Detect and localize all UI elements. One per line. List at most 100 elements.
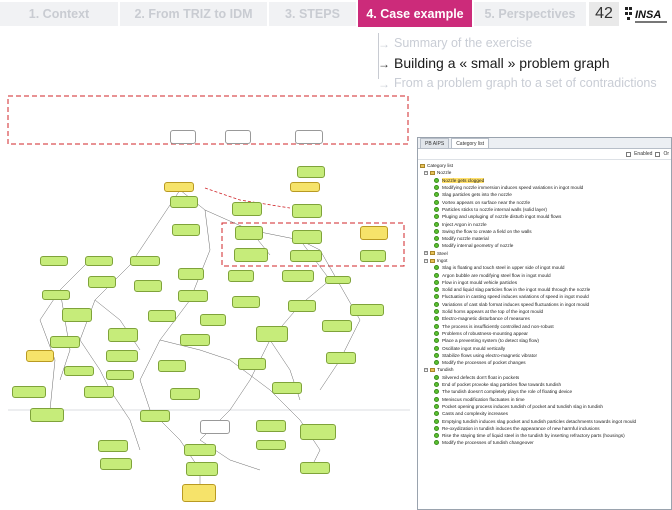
status-dot-icon: [434, 411, 439, 417]
status-dot-icon: [434, 243, 439, 249]
tree-item[interactable]: Inject Argon in nozzle: [418, 220, 671, 227]
graph-node: [256, 326, 288, 342]
tab-case-example[interactable]: 4. Case example: [358, 0, 472, 27]
tree-item[interactable]: The process is insufficiently controlled…: [418, 323, 671, 330]
panel-tab-bar: PB AIPS Category list: [418, 138, 671, 149]
tab-steps[interactable]: 3. STEPS: [269, 2, 356, 26]
tree-item[interactable]: Problems of robustness-mounting appear: [418, 330, 671, 337]
tree-item[interactable]: Argon bubble are modifying steel flow in…: [418, 271, 671, 278]
collapse-icon[interactable]: −: [424, 170, 428, 175]
tree-item-label: Vortex appears on surface near the nozzl…: [442, 199, 531, 205]
graph-node: [134, 280, 162, 292]
outline-item-building-graph[interactable]: → Building a « small » problem graph: [376, 53, 672, 73]
tree-item[interactable]: Meniscus modification fluctuates in time: [418, 396, 671, 403]
tree-item-label: Pluging and unpluging of nozzle disturb …: [442, 214, 562, 220]
collapse-icon[interactable]: −: [424, 367, 428, 372]
tree-root[interactable]: Category list: [418, 162, 671, 169]
tree-item[interactable]: Modify internal geometry of nozzle: [418, 242, 671, 249]
graph-node: [170, 388, 200, 400]
tree-item[interactable]: Fluctuation in casting speed induces var…: [418, 293, 671, 300]
tree-item[interactable]: Slag is floating and touch steel in uppe…: [418, 264, 671, 271]
tree-item[interactable]: Slag particles gets into the nozzle: [418, 191, 671, 198]
outline-item-summary[interactable]: → Summary of the exercise: [376, 33, 672, 53]
tree-item[interactable]: Particles sticks to nozzle internal wall…: [418, 206, 671, 213]
expand-icon[interactable]: +: [424, 251, 428, 256]
graph-node: [40, 256, 68, 266]
graph-node: [238, 358, 266, 370]
outline-label: Building a « small » problem graph: [394, 55, 610, 71]
tree-item[interactable]: Re-oxydization in tundish induces the ap…: [418, 425, 671, 432]
collapse-icon[interactable]: −: [424, 258, 428, 263]
status-dot-icon: [434, 206, 439, 212]
graph-node: [272, 382, 302, 394]
tree-item[interactable]: Nozzle gets clogged: [418, 177, 671, 184]
tree-item[interactable]: Solid and liquid slag particles flow in …: [418, 286, 671, 293]
folder-icon: [430, 170, 435, 175]
tree-item-label: Pocket opening process induces tundish o…: [442, 403, 604, 409]
graph-node: [232, 296, 260, 308]
status-dot-icon: [434, 418, 439, 424]
or-checkbox[interactable]: [655, 151, 661, 157]
tree-item[interactable]: Modifying nozzle immersion induces speed…: [418, 184, 671, 191]
tree-category[interactable]: + Steel: [418, 250, 671, 257]
tree-category[interactable]: − Ingot: [418, 257, 671, 264]
tree-category[interactable]: − Nozzle: [418, 169, 671, 176]
arrow-right-icon: →: [378, 37, 390, 51]
graph-node: [164, 182, 194, 192]
tree-item[interactable]: Flow in ingot mould vehicle particles: [418, 279, 671, 286]
tree-item[interactable]: Oscillate ingot mould vertically: [418, 344, 671, 351]
tree-item[interactable]: Swing the flow to create a field on the …: [418, 228, 671, 235]
tree-item-label: The process is insufficiently controlled…: [442, 323, 554, 329]
tree-item[interactable]: Rise the staying time of liquid steel in…: [418, 432, 671, 439]
tree-item[interactable]: Modify nozzle material: [418, 235, 671, 242]
problem-graph: [0, 90, 420, 510]
tree-item[interactable]: Electro-magnetic disturbance of measures: [418, 315, 671, 322]
graph-node: [50, 336, 80, 348]
category-list-panel: PB AIPS Category list Enabled Or Categor…: [417, 137, 672, 510]
graph-node: [88, 276, 116, 288]
tree-item-label: Place a preventing system (to detect sla…: [442, 338, 539, 344]
graph-node: [200, 314, 226, 326]
graph-node: [158, 360, 186, 372]
tree-item[interactable]: Pocket opening process induces tundish o…: [418, 403, 671, 410]
tree-category[interactable]: − Tundish: [418, 366, 671, 373]
tree-item[interactable]: Modify the processes of tundish changeov…: [418, 439, 671, 446]
tree-item[interactable]: Casts and complexity increases: [418, 410, 671, 417]
outline-connector: [378, 33, 379, 79]
tree-item[interactable]: Pluging and unpluging of nozzle disturb …: [418, 213, 671, 220]
graph-node: [170, 196, 198, 208]
tree-item[interactable]: Place a preventing system (to detect sla…: [418, 337, 671, 344]
svg-text:INSA: INSA: [635, 9, 661, 21]
tree-item[interactable]: End of pocket provoke slag particles flo…: [418, 381, 671, 388]
tab-category-list[interactable]: Category list: [451, 138, 489, 148]
graph-node: [172, 224, 200, 236]
graph-node: [64, 366, 94, 376]
tree-item-label: Solid and liquid slag particles flow in …: [442, 287, 591, 293]
tree-item-label: Stabilize flows using electro-magnetic v…: [442, 352, 538, 358]
tree-item-label: Modify internal geometry of nozzle: [442, 243, 514, 249]
tree-item[interactable]: Modify the processes of pocket changes: [418, 359, 671, 366]
tree-item[interactable]: Solid horns appears at the top of the in…: [418, 308, 671, 315]
graph-node: [84, 386, 114, 398]
status-dot-icon: [434, 287, 439, 293]
tab-pb-aips[interactable]: PB AIPS: [420, 138, 450, 148]
tree-item[interactable]: Variations of cast slab format induces s…: [418, 301, 671, 308]
tree-item[interactable]: The tundish doesn't completely plays the…: [418, 388, 671, 395]
graph-node: [140, 410, 170, 422]
tree-item[interactable]: Emptying tundish induces slag pocket and…: [418, 417, 671, 424]
status-dot-icon: [434, 309, 439, 315]
tree-item[interactable]: Vortex appears on surface near the nozzl…: [418, 198, 671, 205]
tree-item[interactable]: Silvered defects don't float in pockets: [418, 374, 671, 381]
tab-perspectives[interactable]: 5. Perspectives: [474, 2, 586, 26]
graph-node: [106, 350, 138, 362]
outline-item-contradictions[interactable]: → From a problem graph to a set of contr…: [376, 73, 672, 93]
page-number: 42: [589, 2, 619, 26]
graph-node: [350, 304, 384, 316]
graph-node: [170, 130, 196, 144]
tree-item[interactable]: Stabilize flows using electro-magnetic v…: [418, 352, 671, 359]
enabled-checkbox[interactable]: [626, 151, 632, 157]
folder-icon: [430, 367, 435, 372]
graph-node: [26, 350, 54, 362]
tab-context[interactable]: 1. Context: [0, 2, 118, 26]
tab-triz-to-idm[interactable]: 2. From TRIZ to IDM: [120, 2, 267, 26]
